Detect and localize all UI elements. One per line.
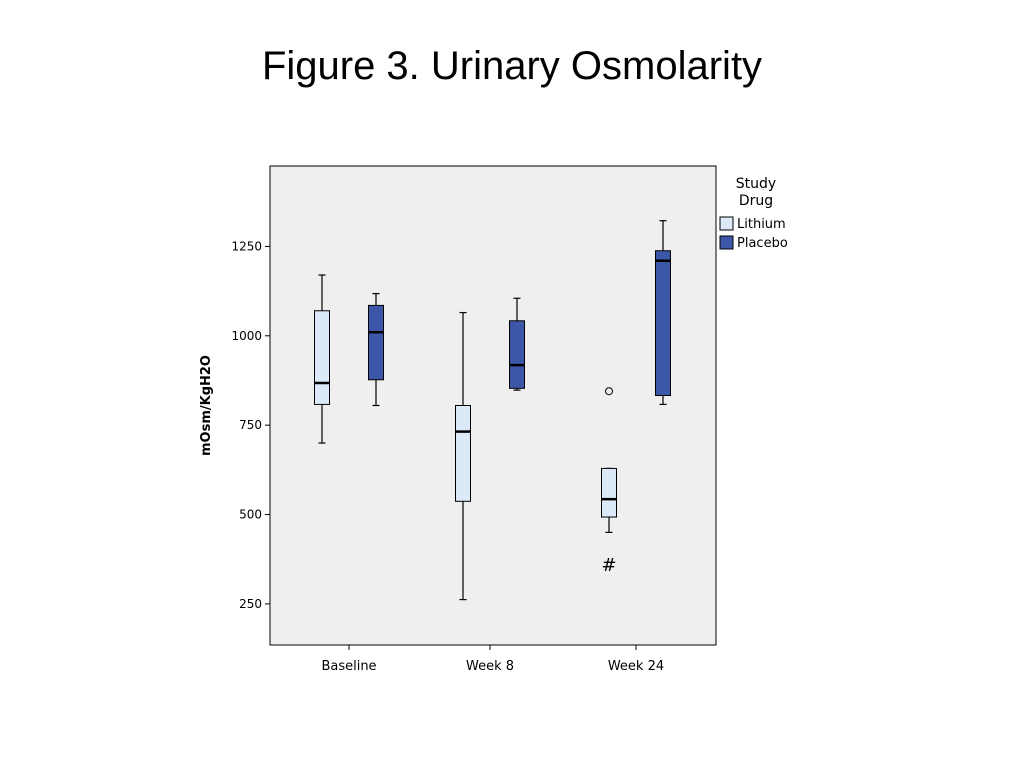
x-tick-label: Baseline — [321, 659, 376, 674]
box-lithium — [601, 467, 617, 518]
y-tick-label: 750 — [239, 418, 262, 432]
box-placebo — [655, 250, 671, 396]
y-tick-label: 250 — [239, 597, 262, 611]
x-tick-label: Week 8 — [466, 659, 514, 674]
legend-swatch-placebo — [719, 235, 734, 250]
y-tick-label: 1250 — [231, 239, 262, 253]
x-tick-label: Week 24 — [608, 659, 664, 674]
plot-area — [269, 165, 717, 646]
legend-label-lithium: Lithium — [737, 217, 786, 232]
box-lithium — [314, 310, 330, 405]
y-axis-label: mOsm/KgH2O — [199, 355, 214, 456]
box-lithium — [455, 405, 471, 502]
significance-annotation: # — [601, 555, 616, 576]
slide-title: Figure 3. Urinary Osmolarity — [261, 44, 763, 88]
y-tick-label: 500 — [239, 508, 262, 522]
legend-title-line1: Study — [736, 176, 776, 192]
y-tick-label: 1000 — [231, 329, 262, 343]
outlier-point — [605, 387, 613, 396]
legend-title-line2: Drug — [739, 193, 773, 209]
box-placebo — [509, 320, 525, 389]
legend-swatch-lithium — [719, 216, 734, 231]
legend-label-placebo: Placebo — [737, 236, 788, 251]
box-placebo — [368, 304, 384, 381]
